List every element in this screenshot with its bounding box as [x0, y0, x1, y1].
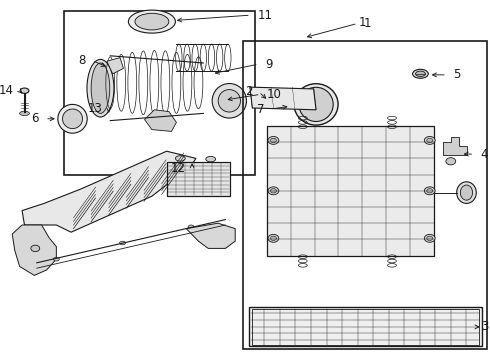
- Text: 5: 5: [453, 68, 461, 81]
- Ellipse shape: [87, 59, 114, 117]
- Ellipse shape: [457, 182, 476, 203]
- Bar: [249, 307, 482, 346]
- Text: 1: 1: [359, 16, 366, 29]
- Text: 4: 4: [481, 148, 488, 161]
- Ellipse shape: [270, 138, 276, 143]
- Polygon shape: [107, 58, 123, 74]
- Ellipse shape: [424, 234, 435, 242]
- Ellipse shape: [460, 185, 472, 200]
- Text: 11: 11: [257, 9, 272, 22]
- Ellipse shape: [63, 109, 82, 129]
- Text: 6: 6: [31, 112, 39, 125]
- Polygon shape: [250, 87, 316, 110]
- Bar: [167, 162, 230, 196]
- Ellipse shape: [120, 241, 125, 245]
- Ellipse shape: [424, 187, 435, 195]
- Ellipse shape: [20, 88, 29, 94]
- Text: 10: 10: [267, 88, 282, 101]
- Ellipse shape: [31, 245, 40, 252]
- Ellipse shape: [270, 189, 276, 193]
- Polygon shape: [186, 223, 235, 248]
- Text: 13: 13: [88, 102, 102, 114]
- Bar: [167, 162, 230, 196]
- Text: 9: 9: [265, 58, 272, 71]
- Ellipse shape: [91, 63, 110, 113]
- Polygon shape: [145, 110, 176, 131]
- Text: 8: 8: [78, 54, 86, 67]
- Ellipse shape: [446, 158, 456, 165]
- Ellipse shape: [188, 225, 194, 229]
- Ellipse shape: [268, 234, 279, 242]
- Ellipse shape: [128, 10, 175, 33]
- Polygon shape: [22, 151, 196, 232]
- Ellipse shape: [268, 187, 279, 195]
- Text: 12: 12: [171, 162, 186, 175]
- Ellipse shape: [20, 111, 29, 116]
- Bar: [252, 309, 479, 345]
- Ellipse shape: [58, 104, 87, 133]
- Polygon shape: [443, 137, 467, 155]
- Ellipse shape: [175, 156, 185, 161]
- Bar: [267, 126, 434, 256]
- Ellipse shape: [294, 84, 338, 125]
- Bar: [64, 11, 255, 175]
- Ellipse shape: [416, 71, 425, 77]
- Ellipse shape: [206, 156, 216, 162]
- Ellipse shape: [53, 257, 59, 261]
- Text: 3: 3: [481, 320, 488, 333]
- Ellipse shape: [135, 13, 169, 30]
- Ellipse shape: [212, 84, 246, 118]
- Ellipse shape: [427, 189, 433, 193]
- Ellipse shape: [218, 90, 241, 112]
- Polygon shape: [12, 225, 56, 275]
- Ellipse shape: [270, 236, 276, 240]
- Ellipse shape: [268, 136, 279, 144]
- Ellipse shape: [427, 236, 433, 240]
- Ellipse shape: [299, 87, 333, 122]
- Text: 2: 2: [245, 85, 252, 98]
- Ellipse shape: [413, 69, 428, 78]
- Text: 1: 1: [364, 17, 371, 30]
- Text: 7: 7: [257, 103, 264, 116]
- Bar: [243, 41, 487, 349]
- Ellipse shape: [427, 138, 433, 143]
- Text: 14: 14: [0, 84, 13, 97]
- Ellipse shape: [424, 136, 435, 144]
